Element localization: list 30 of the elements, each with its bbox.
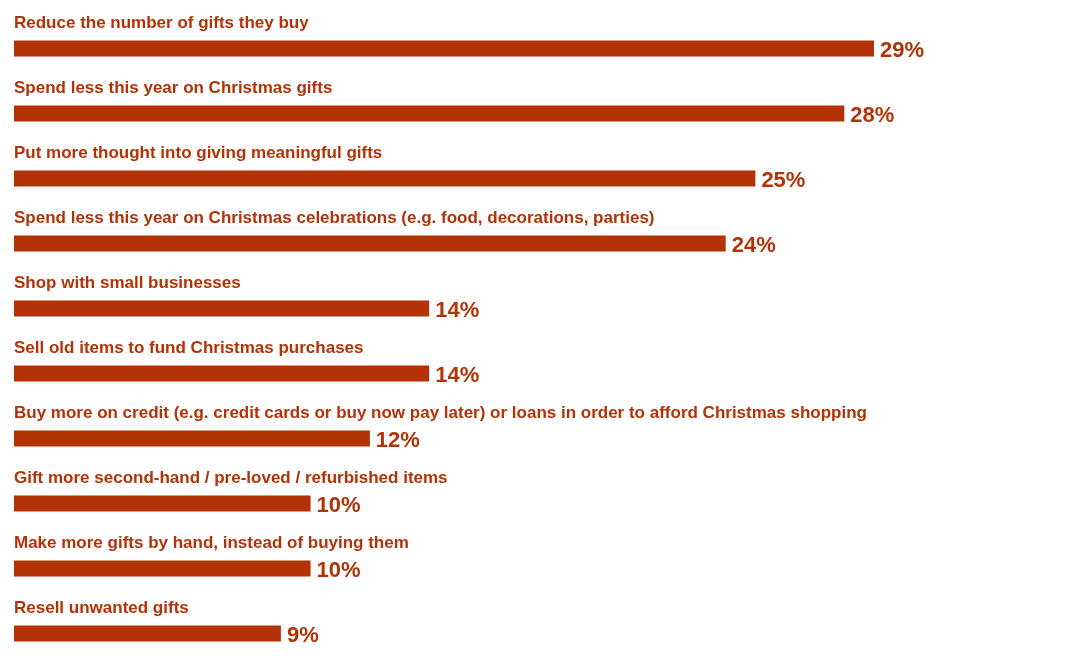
bar <box>14 105 845 122</box>
data-label: 25% <box>761 166 806 192</box>
y-tick-label: Shop with small businesses <box>14 272 241 292</box>
data-label: 10% <box>316 491 361 517</box>
data-label: 14% <box>435 296 480 322</box>
y-tick-label: Make more gifts by hand, instead of buying them <box>14 532 409 552</box>
y-tick-label: Spend less this year on Christmas celebrations (e.g. food, decorations, parties) <box>14 207 655 227</box>
bar <box>14 495 311 512</box>
bar <box>14 430 370 447</box>
y-tick-label: Reduce the number of gifts they buy <box>14 12 310 32</box>
bar <box>14 625 281 642</box>
data-label: 28% <box>850 101 895 127</box>
y-tick-label: Sell old items to fund Christmas purchases <box>14 337 364 357</box>
bar <box>14 560 311 577</box>
bar <box>14 365 430 382</box>
data-label: 14% <box>435 361 480 387</box>
data-label: 12% <box>375 426 420 452</box>
bar <box>14 40 874 57</box>
bar <box>14 300 430 317</box>
y-tick-label: Spend less this year on Christmas gifts <box>14 77 333 97</box>
y-tick-label: Put more thought into giving meaningful gifts <box>14 142 383 162</box>
bar <box>14 170 756 187</box>
data-label: 24% <box>731 231 776 257</box>
bar <box>14 235 726 252</box>
data-label: 10% <box>316 556 361 582</box>
y-tick-label: Buy more on credit (e.g. credit cards or buy now pay later) or loans in order to afford Christmas shopping <box>14 402 867 422</box>
y-tick-label: Resell unwanted gifts <box>14 597 189 617</box>
data-label: 29% <box>880 36 925 62</box>
y-tick-label: Gift more second-hand / pre-loved / refurbished items <box>14 467 448 487</box>
data-label: 9% <box>286 621 319 647</box>
